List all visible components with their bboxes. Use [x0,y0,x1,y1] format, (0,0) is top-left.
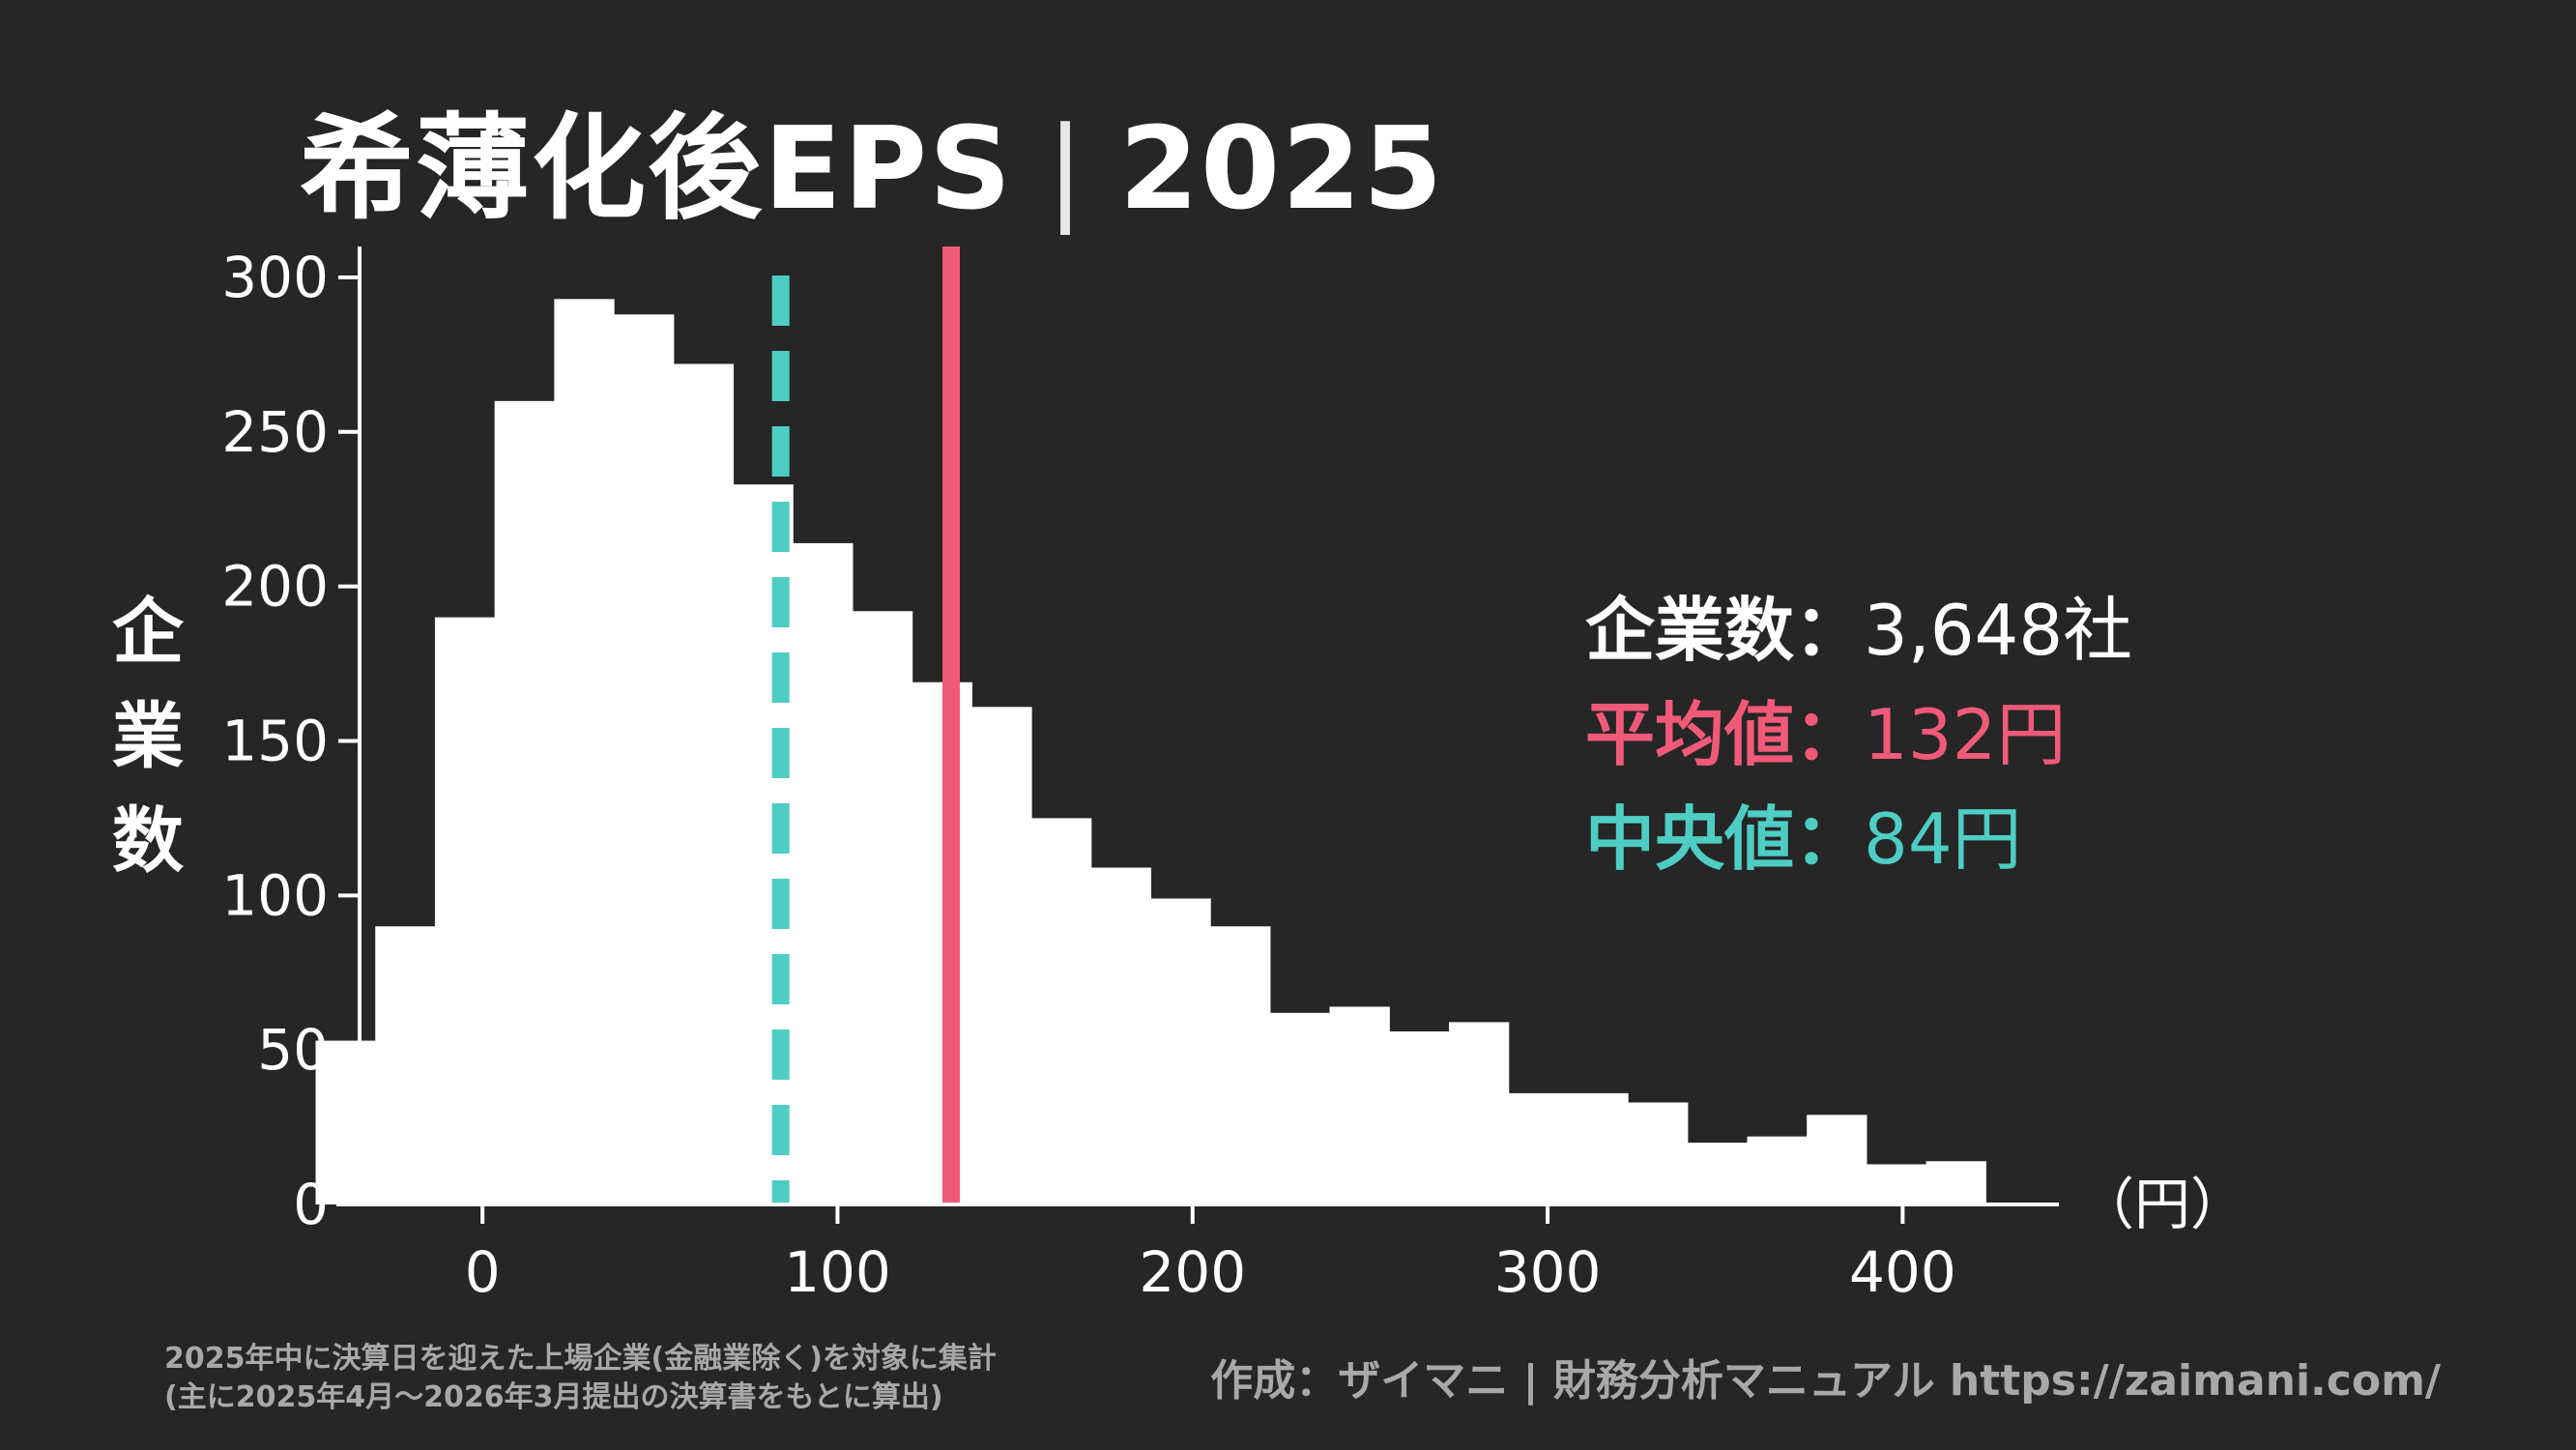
footnote-line-2: (主に2025年4月〜2026年3月提出の決算書をもとに算出) [164,1380,943,1414]
x-tick-label: 400 [1849,1239,1956,1305]
title-year: 2025 [1118,102,1445,235]
footnote-line-1: 2025年中に決算日を迎えた上場企業(金融業除く)を対象に集計 [164,1342,997,1376]
stat-count-label: 企業数： [1585,590,1865,671]
stat-median-label: 中央値： [1585,798,1865,880]
histogram-bar [614,314,675,1204]
y-axis-label: 企業数 [112,591,184,883]
histogram-bar [852,611,913,1204]
histogram-bar [434,617,496,1204]
footnote: 2025年中に決算日を迎えた上場企業(金融業除く)を対象に集計 (主に2025年… [164,1340,997,1417]
title-main: 希薄化後EPS [300,102,1014,235]
y-tick-label: 0 [293,1172,329,1237]
histogram-bars [315,299,1986,1204]
stat-mean-value: 132円 [1864,694,2067,775]
title-separator: | [1046,102,1086,235]
histogram-bar [1866,1164,1927,1204]
x-tick-label: 300 [1494,1239,1602,1305]
y-tick-label: 300 [221,245,329,310]
axes: 0 50 100 150 200 250 300 0 100 200 300 400 （円） [221,245,2246,1305]
histogram-bar [1448,1022,1510,1204]
histogram-bar [554,299,615,1204]
y-tick-label: 150 [221,708,329,773]
histogram-bar [1090,867,1152,1204]
histogram-bar [315,1040,376,1204]
credit: 作成：ザイマニ | 財務分析マニュアル https://zaimani.com/ [1210,1356,2441,1406]
histogram-bar [1031,818,1092,1204]
x-tick-label: 200 [1139,1239,1246,1305]
histogram-bar [1925,1161,1986,1204]
histogram-bar [1747,1136,1808,1204]
x-tick-label: 0 [465,1239,501,1305]
stats-panel: 企業数：3,648社 平均値：132円 中央値：84円 [1585,578,2132,891]
histogram-bar [1508,1092,1569,1204]
x-tick-label: 100 [784,1239,891,1305]
y-tick-label: 50 [257,1017,329,1083]
stat-mean-label: 平均値： [1585,694,1865,775]
histogram-bar [1807,1115,1867,1204]
x-unit-label: （円） [2078,1172,2246,1237]
stat-median-value: 84円 [1864,798,2022,880]
histogram-bar [1687,1143,1749,1204]
histogram-bar [1150,898,1211,1204]
stat-mean: 平均値：132円 [1585,682,2132,787]
histogram-bar [494,400,555,1204]
stat-company-count: 企業数：3,648社 [1585,578,2132,682]
reference-lines [771,246,960,1204]
histogram-bar [912,682,972,1204]
histogram-bar [1329,1006,1390,1204]
chart-title: 希薄化後EPS | 2025 [300,75,1444,241]
histogram-bar [673,363,735,1204]
stat-count-value: 3,648社 [1864,590,2133,671]
stat-median: 中央値：84円 [1585,787,2132,891]
histogram-bar [793,542,854,1204]
y-tick-label: 100 [221,862,329,928]
histogram-bar [375,926,436,1204]
histogram-bar [1389,1030,1450,1204]
histogram-bar [1568,1092,1629,1204]
y-tick-label: 250 [221,399,329,465]
histogram-bar [1628,1102,1689,1204]
histogram-bar [1210,926,1271,1204]
histogram-bar [971,707,1032,1204]
y-tick-label: 200 [221,554,329,620]
histogram-bar [1269,1012,1331,1204]
